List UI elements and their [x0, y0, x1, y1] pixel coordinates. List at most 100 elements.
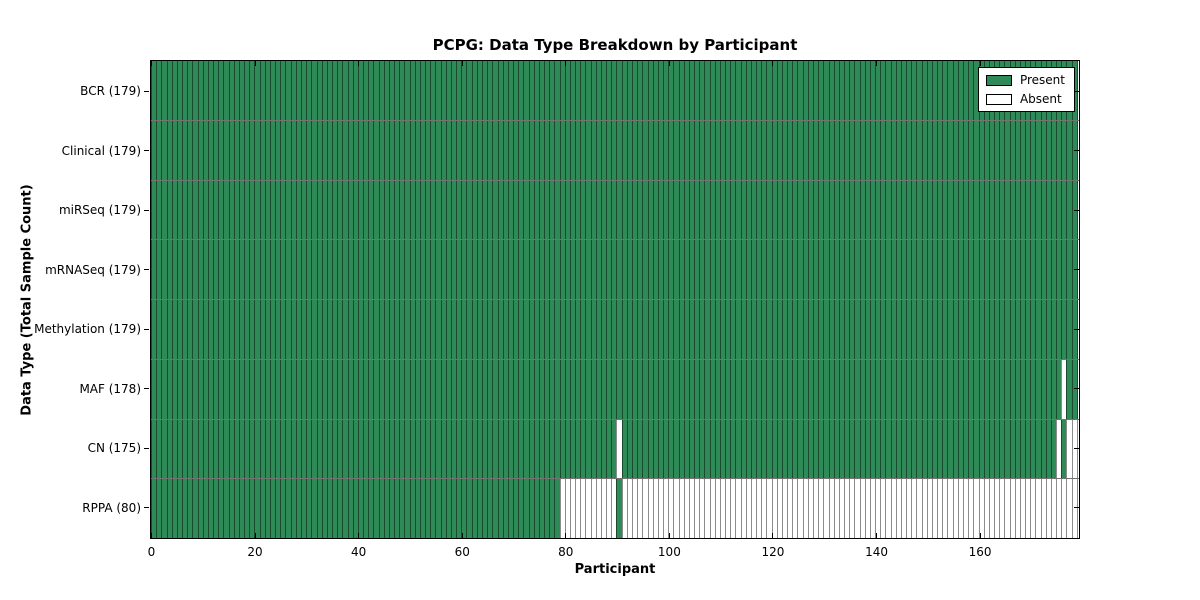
- cell-present: [585, 61, 591, 120]
- cell-present: [968, 240, 974, 299]
- y-tick: [1074, 447, 1079, 449]
- x-tick: [979, 533, 981, 538]
- cell-present: [590, 419, 596, 479]
- cell-absent: [1025, 479, 1031, 538]
- cell-present: [616, 359, 622, 419]
- cell-absent: [663, 479, 669, 538]
- cell-present: [192, 479, 198, 538]
- cell-present: [373, 180, 379, 240]
- cell-present: [869, 240, 876, 299]
- cell-present: [838, 180, 845, 240]
- cell-present: [962, 359, 969, 419]
- cell-present: [854, 180, 860, 240]
- y-tick: [144, 507, 149, 509]
- cell-present: [756, 359, 762, 419]
- cell-present: [492, 419, 498, 479]
- cell-present: [244, 120, 250, 180]
- cell-present: [440, 61, 446, 120]
- x-tick: [358, 61, 360, 66]
- cell-present: [538, 479, 545, 538]
- cell-present: [1025, 300, 1031, 359]
- cell-absent: [761, 479, 767, 538]
- cell-present: [771, 180, 777, 240]
- cell-present: [440, 359, 446, 419]
- cell-present: [745, 61, 751, 120]
- cell-absent: [606, 479, 612, 538]
- cell-present: [497, 120, 503, 180]
- cell-present: [647, 240, 653, 299]
- cell-present: [611, 240, 617, 299]
- cell-present: [544, 479, 550, 538]
- cell-present: [994, 120, 1000, 180]
- cell-present: [290, 300, 296, 359]
- cell-present: [254, 359, 260, 419]
- cell-absent: [642, 479, 648, 538]
- cell-present: [476, 180, 482, 240]
- cell-present: [166, 120, 172, 180]
- cell-present: [445, 300, 451, 359]
- cell-present: [973, 359, 979, 419]
- cell-present: [321, 359, 327, 419]
- cell-present: [461, 120, 467, 180]
- cell-absent: [704, 479, 710, 538]
- cell-present: [828, 180, 834, 240]
- cell-present: [704, 61, 710, 120]
- cell-present: [606, 180, 612, 240]
- cell-present: [450, 61, 457, 120]
- cell-present: [394, 240, 400, 299]
- cell-present: [306, 120, 312, 180]
- cell-present: [595, 240, 601, 299]
- cell-present: [223, 359, 229, 419]
- x-tick-label: 0: [147, 545, 156, 559]
- cell-present: [714, 300, 720, 359]
- cell-present: [1061, 240, 1067, 299]
- cell-present: [988, 300, 995, 359]
- cell-present: [844, 180, 850, 240]
- cell-present: [704, 419, 710, 479]
- cell-present: [813, 120, 819, 180]
- cell-absent: [1066, 479, 1072, 538]
- cell-present: [497, 180, 503, 240]
- cell-present: [1071, 120, 1078, 180]
- cell-present: [383, 300, 389, 359]
- cell-present: [378, 120, 384, 180]
- cell-present: [973, 120, 979, 180]
- cell-present: [404, 419, 410, 479]
- cell-present: [249, 419, 255, 479]
- cell-present: [182, 180, 188, 240]
- cell-present: [559, 359, 565, 419]
- cell-present: [244, 300, 250, 359]
- cell-absent: [647, 479, 653, 538]
- cell-present: [673, 120, 679, 180]
- cell-present: [435, 61, 441, 120]
- cell-present: [802, 120, 808, 180]
- cell-absent: [849, 479, 855, 538]
- cell-present: [533, 479, 539, 538]
- cell-present: [244, 240, 250, 299]
- cell-present: [931, 300, 938, 359]
- cell-present: [399, 479, 405, 538]
- cell-present: [326, 359, 333, 419]
- cell-present: [332, 479, 338, 538]
- cell-present: [218, 359, 224, 419]
- cell-present: [326, 240, 333, 299]
- cell-present: [957, 120, 963, 180]
- cell-present: [249, 479, 255, 538]
- cell-absent: [916, 479, 922, 538]
- cell-present: [1045, 240, 1051, 299]
- cell-present: [502, 479, 508, 538]
- cell-present: [657, 359, 664, 419]
- cell-present: [151, 359, 157, 419]
- cell-present: [652, 419, 658, 479]
- cell-present: [606, 419, 612, 479]
- cell-absent: [590, 479, 596, 538]
- cell-present: [549, 419, 555, 479]
- cell-present: [187, 120, 193, 180]
- cell-present: [352, 300, 358, 359]
- cell-present: [792, 240, 798, 299]
- cell-present: [968, 120, 974, 180]
- cell-present: [569, 61, 576, 120]
- cell-present: [942, 240, 948, 299]
- cell-absent: [854, 479, 860, 538]
- cell-present: [192, 359, 198, 419]
